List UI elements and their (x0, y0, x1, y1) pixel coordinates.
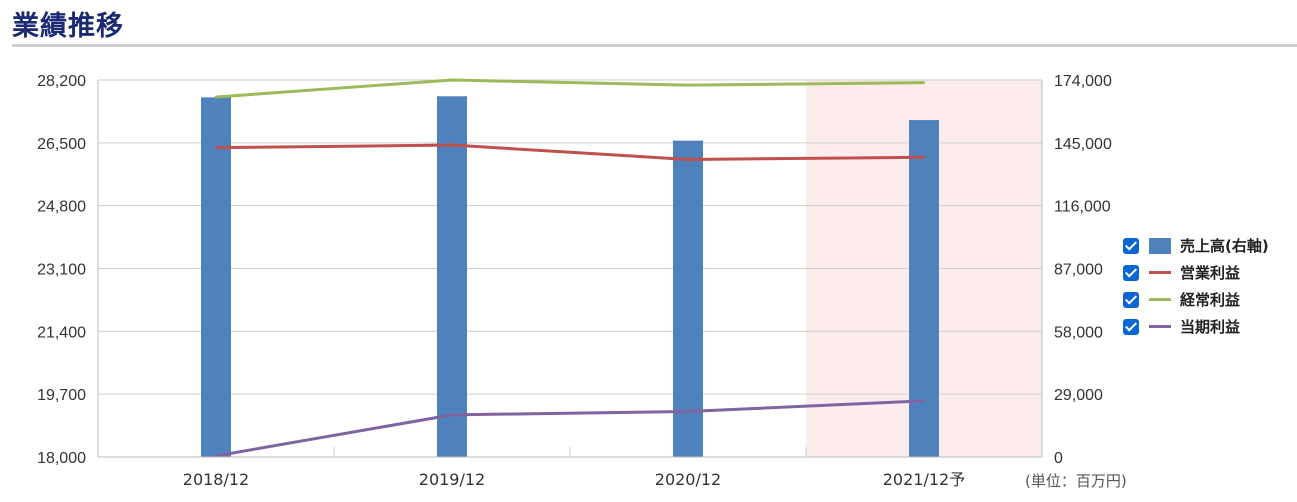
point-operating-profit (686, 158, 690, 161)
point-ordinary-profit (686, 83, 690, 87)
legend-item-net-profit[interactable]: 当期利益 (1123, 313, 1269, 340)
legend-label: 経常利益 (1180, 291, 1241, 309)
left-tick-label: 28,200 (37, 73, 86, 90)
line-swatch-icon (1149, 325, 1171, 328)
legend-item-operating-profit[interactable]: 営業利益 (1123, 259, 1269, 286)
bar-sales-2018/12 (201, 97, 231, 457)
x-tick-label: 2021/12予 (883, 470, 965, 489)
chart-legend: 売上高(右軸) 営業利益 経常利益 当期利益 (1123, 232, 1269, 340)
checkbox-icon[interactable] (1123, 264, 1139, 281)
page-title: 業績推移 (12, 11, 124, 42)
right-tick-label: 174,000 (1054, 73, 1112, 90)
x-tick-label: 2018/12 (183, 470, 249, 489)
left-tick-label: 19,700 (37, 387, 86, 404)
right-tick-label: 116,000 (1054, 199, 1111, 216)
checkbox-icon[interactable] (1123, 291, 1139, 308)
point-net-profit (450, 413, 454, 417)
right-tick-label: 58,000 (1054, 324, 1103, 341)
bar-sales-2019/12 (437, 96, 467, 457)
left-tick-label: 24,800 (37, 199, 86, 216)
right-tick-label: 0 (1054, 450, 1063, 467)
left-tick-label: 18,000 (37, 450, 86, 467)
legend-label: 当期利益 (1180, 318, 1241, 336)
line-swatch-icon (1149, 271, 1171, 274)
right-tick-label: 29,000 (1054, 387, 1103, 404)
x-tick-label: 2019/12 (419, 470, 485, 489)
line-ordinary-profit (215, 78, 925, 99)
left-tick-label: 26,500 (37, 136, 86, 153)
point-operating-profit (214, 146, 218, 149)
line-net-profit (215, 399, 925, 458)
point-net-profit (922, 399, 926, 403)
x-tick-label: 2020/12 (655, 470, 721, 489)
point-ordinary-profit (922, 81, 926, 84)
point-net-profit (686, 410, 690, 413)
left-tick-label: 21,400 (37, 324, 86, 341)
checkbox-icon[interactable] (1123, 237, 1139, 254)
legend-item-ordinary-profit[interactable]: 経常利益 (1123, 286, 1269, 313)
point-ordinary-profit (214, 95, 218, 99)
bar-sales-2020/12 (673, 140, 703, 457)
point-ordinary-profit (450, 78, 454, 82)
bar-sales-2021/12予 (909, 120, 939, 457)
left-tick-label: 23,100 (37, 262, 86, 279)
right-tick-label: 145,000 (1054, 136, 1112, 153)
right-tick-label: 87,000 (1054, 262, 1103, 279)
point-net-profit (214, 454, 218, 458)
unit-note: (単位：百万円) (1025, 472, 1127, 490)
legend-label: 売上高(右軸) (1180, 237, 1269, 255)
legend-label: 営業利益 (1180, 264, 1241, 282)
line-swatch-icon (1149, 298, 1171, 301)
title-divider (12, 44, 1297, 47)
line-operating-profit (215, 143, 925, 161)
bar-swatch-icon (1149, 237, 1171, 254)
legend-item-sales[interactable]: 売上高(右軸) (1123, 232, 1269, 259)
point-operating-profit (450, 143, 454, 147)
point-operating-profit (922, 156, 926, 159)
checkbox-icon[interactable] (1123, 318, 1139, 335)
